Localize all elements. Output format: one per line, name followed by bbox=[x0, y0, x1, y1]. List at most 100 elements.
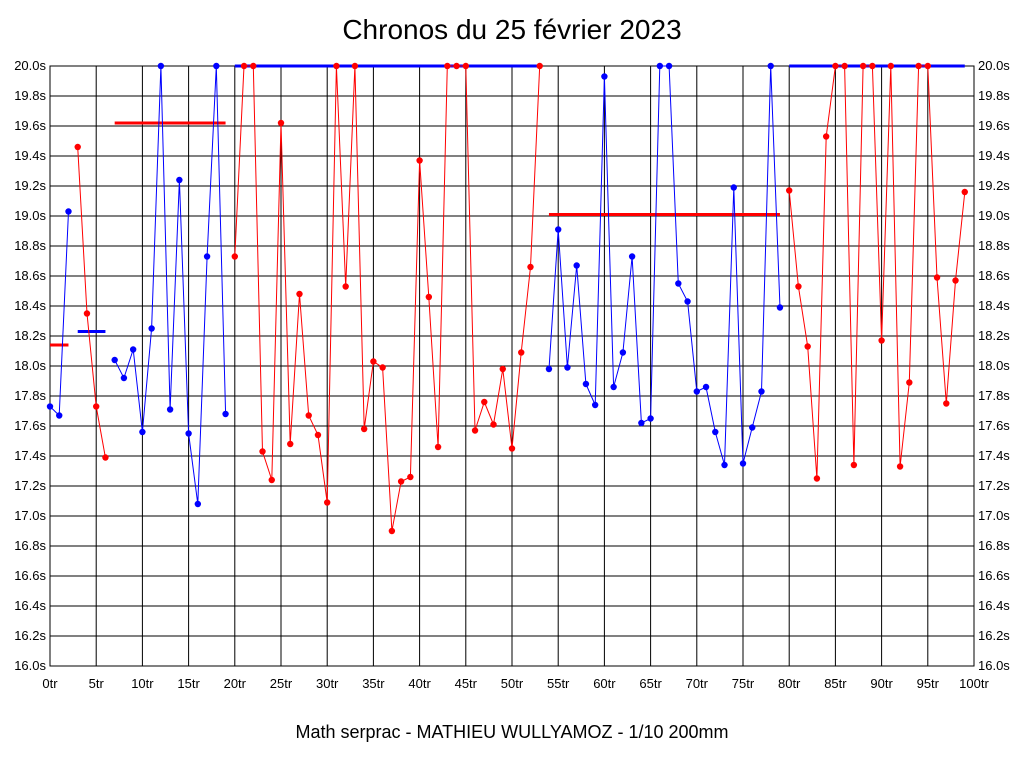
data-point bbox=[647, 415, 654, 422]
y-tick-label-left: 17.4s bbox=[14, 448, 46, 463]
y-tick-label-left: 18.2s bbox=[14, 328, 46, 343]
y-tick-label-left: 19.6s bbox=[14, 118, 46, 133]
x-tick-label: 60tr bbox=[593, 676, 616, 691]
data-point bbox=[481, 398, 488, 406]
data-point bbox=[638, 419, 645, 427]
y-tick-label-left: 18.8s bbox=[14, 238, 46, 253]
data-point bbox=[305, 412, 312, 419]
x-tick-label: 55tr bbox=[547, 676, 570, 691]
y-tick-label-left: 18.0s bbox=[14, 358, 46, 373]
data-point bbox=[527, 263, 534, 271]
series-line bbox=[234, 65, 541, 532]
data-point bbox=[841, 62, 848, 70]
chart-title: Chronos du 25 février 2023 bbox=[342, 14, 682, 45]
y-tick-label-left: 19.2s bbox=[14, 178, 46, 193]
x-tick-label: 35tr bbox=[362, 676, 385, 691]
y-tick-label-right: 16.6s bbox=[978, 568, 1010, 583]
data-point bbox=[342, 283, 349, 290]
data-point bbox=[619, 349, 627, 356]
data-point bbox=[795, 283, 802, 290]
data-point bbox=[730, 184, 737, 191]
data-point bbox=[739, 460, 747, 467]
y-tick-label-right: 16.8s bbox=[978, 538, 1010, 553]
data-point bbox=[185, 430, 192, 437]
y-tick-label-right: 18.8s bbox=[978, 238, 1010, 253]
data-point bbox=[268, 476, 275, 484]
y-tick-label-right: 18.2s bbox=[978, 328, 1010, 343]
data-point bbox=[351, 62, 359, 70]
data-point bbox=[961, 188, 968, 196]
data-point bbox=[314, 431, 322, 439]
data-point bbox=[471, 427, 479, 434]
data-point bbox=[56, 412, 63, 419]
data-point bbox=[582, 380, 590, 388]
data-point bbox=[444, 62, 451, 70]
chart-subtitle: Math serprac - MATHIEU WULLYAMOZ - 1/10 … bbox=[295, 722, 729, 742]
series-line bbox=[77, 146, 106, 458]
data-point bbox=[397, 478, 405, 485]
data-point bbox=[758, 388, 765, 395]
x-tick-label: 45tr bbox=[455, 676, 478, 691]
data-point bbox=[462, 62, 469, 70]
data-point bbox=[591, 401, 599, 409]
data-point bbox=[887, 62, 895, 70]
data-point bbox=[702, 383, 710, 391]
data-point bbox=[111, 356, 118, 364]
data-point bbox=[684, 298, 691, 305]
y-tick-label-right: 19.6s bbox=[978, 118, 1010, 133]
y-tick-label-right: 16.4s bbox=[978, 598, 1010, 613]
data-point bbox=[407, 473, 414, 481]
series-line bbox=[788, 65, 966, 479]
data-point bbox=[83, 310, 91, 317]
x-tick-label: 70tr bbox=[686, 676, 709, 691]
data-point bbox=[924, 62, 931, 70]
x-tick-label: 95tr bbox=[917, 676, 940, 691]
data-point bbox=[416, 157, 423, 164]
data-point bbox=[453, 62, 460, 70]
data-point bbox=[166, 406, 174, 413]
x-tick-label: 40tr bbox=[408, 676, 431, 691]
y-tick-label-left: 16.8s bbox=[14, 538, 46, 553]
data-point bbox=[324, 499, 331, 506]
data-point bbox=[231, 253, 238, 260]
data-point bbox=[943, 400, 950, 407]
data-point bbox=[601, 73, 608, 80]
y-tick-label-right: 17.6s bbox=[978, 418, 1010, 433]
data-point bbox=[675, 280, 682, 287]
data-point bbox=[157, 62, 165, 70]
x-tick-label: 50tr bbox=[501, 676, 524, 691]
data-point bbox=[388, 527, 396, 535]
y-tick-label-right: 17.4s bbox=[978, 448, 1010, 463]
data-point bbox=[425, 293, 433, 301]
y-tick-label-right: 20.0s bbox=[978, 58, 1010, 73]
data-point bbox=[46, 403, 54, 410]
y-tick-label-right: 18.6s bbox=[978, 268, 1010, 283]
data-point bbox=[139, 428, 146, 436]
y-tick-label-right: 17.2s bbox=[978, 478, 1010, 493]
y-tick-label-left: 17.6s bbox=[14, 418, 46, 433]
x-tick-label: 75tr bbox=[732, 676, 755, 691]
x-tick-label: 80tr bbox=[778, 676, 801, 691]
x-tick-label: 5tr bbox=[89, 676, 105, 691]
y-tick-label-right: 19.0s bbox=[978, 208, 1010, 223]
y-tick-label-left: 17.8s bbox=[14, 388, 46, 403]
data-point bbox=[129, 346, 137, 353]
data-point bbox=[65, 208, 72, 215]
data-point bbox=[120, 374, 128, 382]
data-point bbox=[296, 290, 303, 298]
data-point bbox=[379, 364, 386, 371]
data-point bbox=[360, 425, 368, 433]
x-tick-label: 15tr bbox=[177, 676, 200, 691]
y-tick-label-right: 16.0s bbox=[978, 658, 1010, 673]
data-point bbox=[896, 463, 904, 470]
data-point bbox=[693, 388, 700, 395]
data-point bbox=[536, 62, 543, 70]
data-point bbox=[508, 445, 516, 452]
data-point bbox=[545, 365, 553, 373]
data-point bbox=[786, 187, 793, 194]
y-tick-label-right: 19.2s bbox=[978, 178, 1010, 193]
x-tick-label: 30tr bbox=[316, 676, 339, 691]
data-point bbox=[915, 62, 922, 70]
data-point bbox=[804, 343, 811, 350]
data-point bbox=[776, 304, 784, 311]
